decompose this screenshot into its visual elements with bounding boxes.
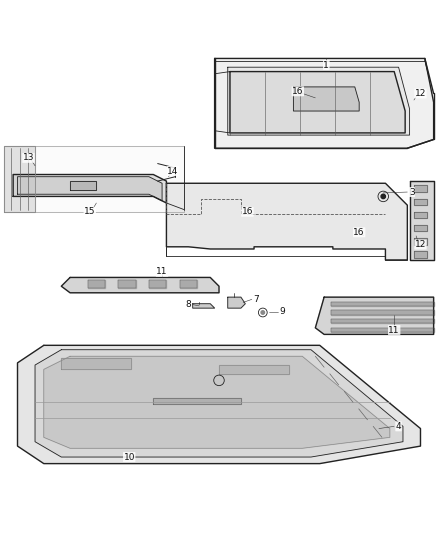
Text: 11: 11 [389,326,400,335]
Polygon shape [215,59,434,148]
Polygon shape [61,359,131,369]
Polygon shape [18,345,420,464]
Polygon shape [4,146,184,212]
Text: 4: 4 [396,422,401,431]
Text: 12: 12 [415,89,426,98]
Text: 12: 12 [415,240,426,249]
Polygon shape [35,350,403,457]
Polygon shape [414,199,427,205]
Polygon shape [315,297,434,334]
Polygon shape [149,280,166,288]
Polygon shape [70,181,96,190]
Text: 7: 7 [253,295,259,304]
Polygon shape [331,319,434,324]
Polygon shape [44,356,390,448]
Polygon shape [293,87,359,111]
Text: 16: 16 [292,87,304,96]
Text: 1: 1 [323,61,329,69]
Text: 15: 15 [84,207,95,216]
Text: 9: 9 [279,307,286,316]
Polygon shape [414,212,427,219]
Polygon shape [61,278,219,293]
Text: 14: 14 [167,166,179,175]
Text: 11: 11 [156,267,168,276]
Polygon shape [228,67,410,135]
Polygon shape [414,238,427,245]
Polygon shape [331,302,434,306]
Polygon shape [180,280,197,288]
Polygon shape [219,365,289,374]
Polygon shape [118,280,136,288]
Polygon shape [193,304,215,308]
Polygon shape [331,310,434,314]
Polygon shape [410,181,434,260]
Polygon shape [153,398,241,405]
Text: 13: 13 [23,154,34,163]
Polygon shape [4,146,35,212]
Text: 3: 3 [409,188,415,197]
Polygon shape [331,328,434,332]
Polygon shape [13,174,166,203]
Polygon shape [88,280,105,288]
Text: 16: 16 [353,228,365,237]
Polygon shape [230,71,405,133]
Text: 10: 10 [124,453,135,462]
Circle shape [261,311,265,314]
Polygon shape [228,297,245,308]
Polygon shape [414,225,427,231]
Text: 16: 16 [242,207,253,216]
Text: 8: 8 [185,300,191,309]
Circle shape [381,194,385,199]
Polygon shape [166,183,407,260]
Polygon shape [414,185,427,192]
Polygon shape [18,177,162,201]
Polygon shape [414,251,427,258]
